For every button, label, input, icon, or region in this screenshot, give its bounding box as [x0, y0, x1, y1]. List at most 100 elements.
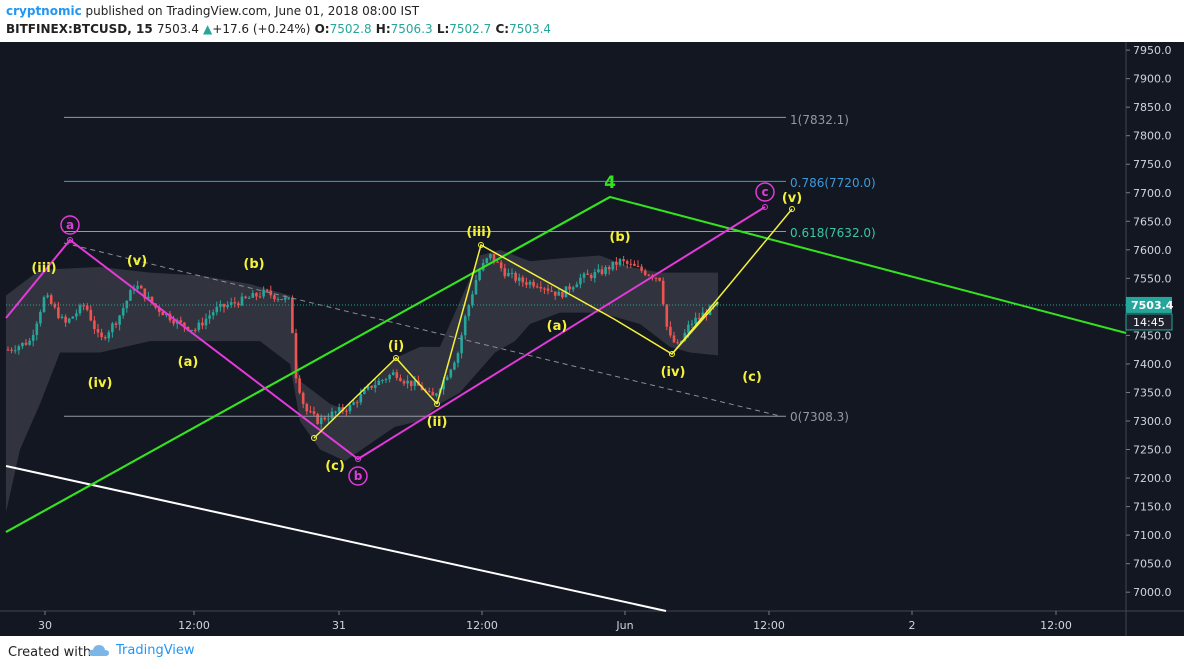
candle-body	[453, 362, 456, 370]
candle-body	[359, 393, 363, 403]
candle-body	[60, 316, 64, 318]
candle-body	[478, 270, 481, 280]
yellow-node	[478, 242, 484, 248]
yellow-wave-line	[671, 301, 719, 355]
y-tick-label: 7300.0	[1133, 415, 1172, 428]
candle-body	[71, 316, 75, 319]
candle-body	[352, 402, 355, 405]
candle-body	[384, 379, 388, 381]
publish-line: cryptnomic published on TradingView.com,…	[6, 4, 419, 18]
candle-body	[42, 297, 46, 312]
symbol[interactable]: BITFINEX:BTCUSD, 15	[6, 22, 153, 36]
candle-body	[143, 288, 147, 299]
candle-body	[391, 372, 395, 376]
x-tick-label: 31	[332, 619, 346, 632]
y-tick-label: 7650.0	[1133, 215, 1172, 228]
candle-body	[276, 299, 280, 301]
wave-label: a	[66, 218, 74, 232]
y-tick-label: 7900.0	[1133, 73, 1172, 86]
author-link[interactable]: cryptnomic	[6, 4, 82, 18]
candle-body	[643, 270, 647, 275]
wave-label: (a)	[178, 355, 199, 370]
candle-body	[615, 261, 618, 265]
candle-body	[291, 297, 294, 334]
candle-body	[514, 272, 517, 281]
wave-label: (c)	[325, 459, 345, 474]
candle-body	[456, 353, 460, 363]
wave-label: (v)	[127, 254, 147, 269]
yellow-wave-line	[313, 356, 438, 439]
candle-body	[226, 304, 229, 308]
candle-body	[82, 305, 85, 307]
candle-body	[89, 309, 93, 321]
candle-body	[377, 380, 381, 386]
candle-body	[251, 293, 255, 298]
tradingview-link[interactable]: TradingView	[88, 643, 195, 658]
candle-body	[150, 296, 154, 304]
candle-body	[111, 323, 114, 333]
wave-label: (b)	[243, 257, 264, 272]
candle-body	[219, 303, 222, 307]
candle-body	[683, 332, 687, 341]
green-channel-upper	[5, 196, 611, 533]
candle-body	[10, 349, 13, 351]
candle-body	[247, 297, 251, 299]
candle-body	[64, 316, 67, 323]
candle-body	[427, 391, 431, 393]
candle-body	[661, 280, 665, 305]
candle-body	[161, 311, 165, 316]
wave-label: (a)	[547, 319, 568, 334]
countdown-badge	[1125, 313, 1173, 331]
y-tick-label: 7600.0	[1133, 244, 1172, 257]
candle-body	[521, 277, 525, 283]
candle-body	[107, 332, 111, 339]
candle-body	[539, 286, 543, 289]
wave-label: 4	[604, 173, 616, 193]
x-tick-label: 2	[909, 619, 916, 632]
candle-body	[557, 291, 561, 296]
wave-circle-marker	[60, 215, 80, 235]
candle-body	[17, 346, 21, 351]
candle-body	[323, 417, 327, 420]
candle-body	[463, 316, 467, 336]
candle-body	[546, 288, 550, 291]
candle-body	[561, 291, 564, 298]
x-tick-label: 12:00	[466, 619, 498, 632]
candle-body	[269, 290, 273, 296]
x-tick-label: 12:00	[753, 619, 785, 632]
candle-body	[93, 320, 96, 330]
tradingview-brand: TradingView	[116, 643, 195, 658]
candle-body	[355, 402, 359, 404]
candle-body	[222, 303, 226, 308]
candle-body	[568, 286, 571, 290]
candle-body	[28, 340, 31, 345]
y-tick-label: 7050.0	[1133, 558, 1172, 571]
candle-body	[118, 315, 121, 325]
candle-body	[690, 323, 694, 325]
wave-circle-marker	[755, 182, 775, 202]
x-tick-label: Jun	[615, 619, 633, 632]
candle-body	[409, 380, 413, 387]
candle-body	[435, 393, 438, 396]
wave-label: (iii)	[466, 225, 491, 240]
wave-label: (c)	[742, 370, 762, 385]
y-tick-label: 7150.0	[1133, 501, 1172, 514]
candle-body	[337, 407, 341, 412]
candle-body	[413, 380, 417, 387]
candle-body	[669, 326, 672, 336]
candle-body	[24, 342, 28, 345]
publish-info: published on TradingView.com, June 01, 2…	[85, 4, 420, 18]
candle-body	[294, 333, 298, 379]
last-price-badge-text: 7503.4	[1131, 299, 1174, 312]
candle-body	[39, 311, 42, 324]
candle-body	[622, 259, 625, 262]
candle-body	[697, 317, 701, 319]
candle-body	[96, 329, 100, 333]
wave-label: (iii)	[31, 261, 56, 276]
candle-body	[147, 296, 150, 299]
countdown-badge-text: 14:45	[1133, 316, 1165, 329]
candle-body	[265, 289, 269, 291]
volatility-band	[6, 249, 718, 513]
candle-body	[301, 392, 305, 404]
